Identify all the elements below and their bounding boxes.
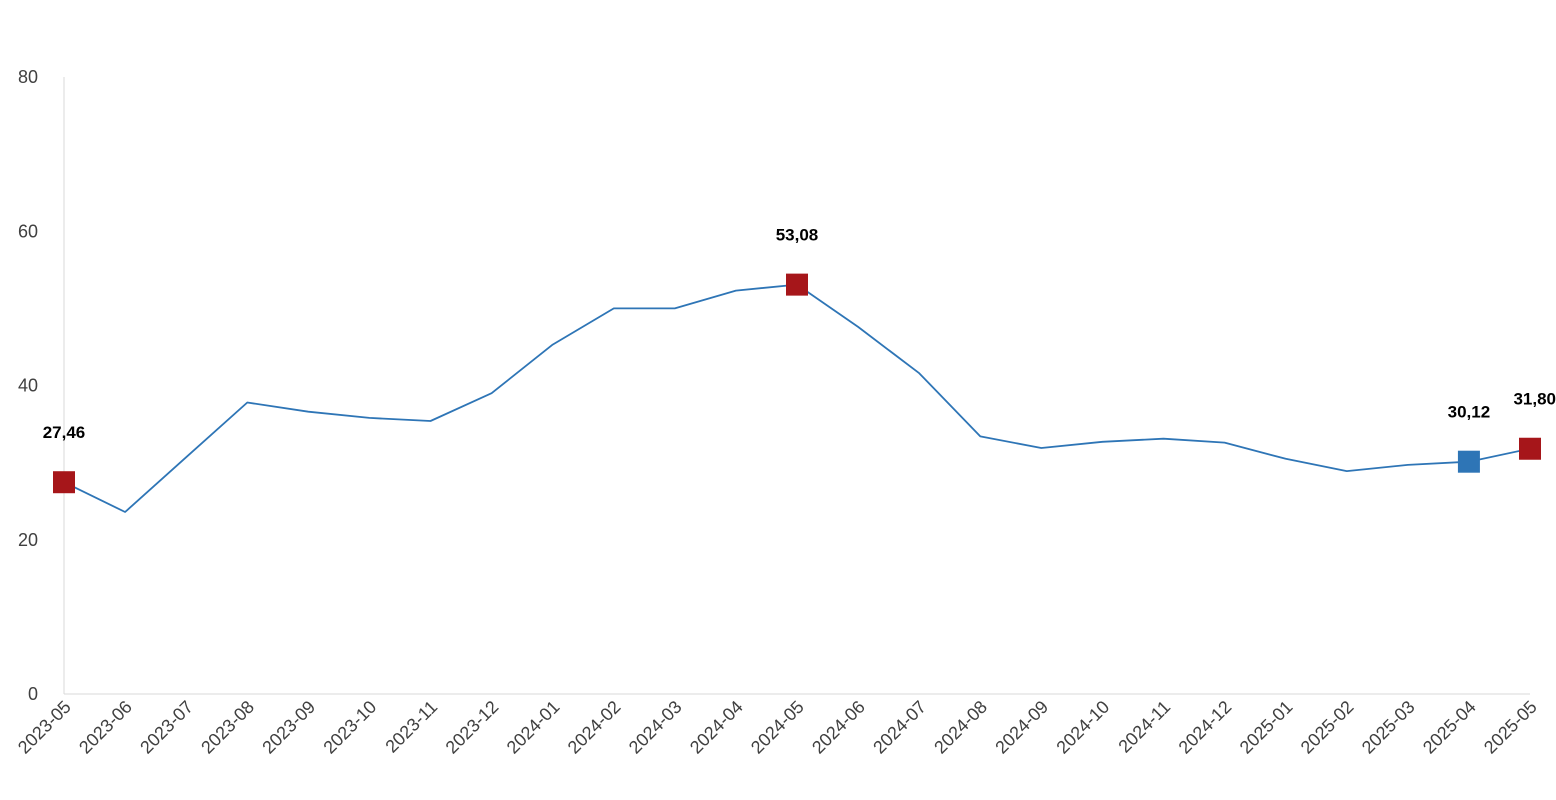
x-tick-label: 2024-12 xyxy=(1175,697,1236,758)
series-line xyxy=(63,283,1531,513)
x-tick-label: 2024-11 xyxy=(1114,697,1174,757)
y-tick-labels: 0 20 40 60 80 xyxy=(18,67,38,704)
data-label: 30,12 xyxy=(1448,403,1491,422)
x-tick-label: 2023-06 xyxy=(75,697,136,758)
x-tick-label: 2023-10 xyxy=(319,697,380,758)
x-tick-label: 2023-05 xyxy=(14,697,75,758)
x-tick-label: 2023-12 xyxy=(442,697,503,758)
data-labels: 27,46 53,08 30,12 31,80 xyxy=(43,226,1556,443)
x-tick-label: 2024-08 xyxy=(930,697,991,758)
highlight-marker xyxy=(786,273,808,296)
x-tick-label: 2023-07 xyxy=(136,697,197,758)
x-tick-label: 2023-09 xyxy=(258,697,319,758)
x-tick-label: 2024-04 xyxy=(686,697,747,758)
x-tick-label: 2025-02 xyxy=(1297,697,1358,758)
data-label: 31,80 xyxy=(1513,390,1556,409)
x-tick-label: 2025-01 xyxy=(1236,697,1297,758)
data-label: 27,46 xyxy=(43,423,86,442)
highlight-marker xyxy=(1457,450,1480,473)
series-lines xyxy=(63,283,1531,513)
x-tick-label: 2024-06 xyxy=(808,697,869,758)
y-tick-label: 60 xyxy=(18,221,38,241)
y-tick-label: 20 xyxy=(18,530,38,550)
x-tick-label: 2023-08 xyxy=(197,697,258,758)
x-tick-label: 2024-01 xyxy=(503,697,564,758)
x-tick-label: 2025-05 xyxy=(1480,697,1541,758)
axes xyxy=(63,77,1530,695)
x-tick-labels: 2023-05 2023-06 2023-07 2023-08 2023-09 2023-… xyxy=(14,697,1541,758)
x-tick-label: 2024-02 xyxy=(564,697,625,758)
x-tick-label: 2024-10 xyxy=(1052,697,1113,758)
x-tick-label: 2025-03 xyxy=(1358,697,1419,758)
highlight-marker xyxy=(53,471,75,494)
x-tick-label: 2025-04 xyxy=(1419,697,1480,758)
highlight-marker xyxy=(1519,437,1541,460)
x-tick-label: 2024-03 xyxy=(625,697,686,758)
x-tick-label: 2024-05 xyxy=(747,697,808,758)
x-tick-label: 2023-11 xyxy=(381,697,441,757)
y-tick-label: 0 xyxy=(28,684,38,704)
y-tick-label: 40 xyxy=(18,376,38,396)
x-tick-label: 2024-09 xyxy=(991,697,1052,758)
y-tick-label: 80 xyxy=(18,67,38,87)
highlight-markers xyxy=(53,273,1541,494)
x-tick-label: 2024-07 xyxy=(869,697,930,758)
data-label: 53,08 xyxy=(776,226,819,245)
